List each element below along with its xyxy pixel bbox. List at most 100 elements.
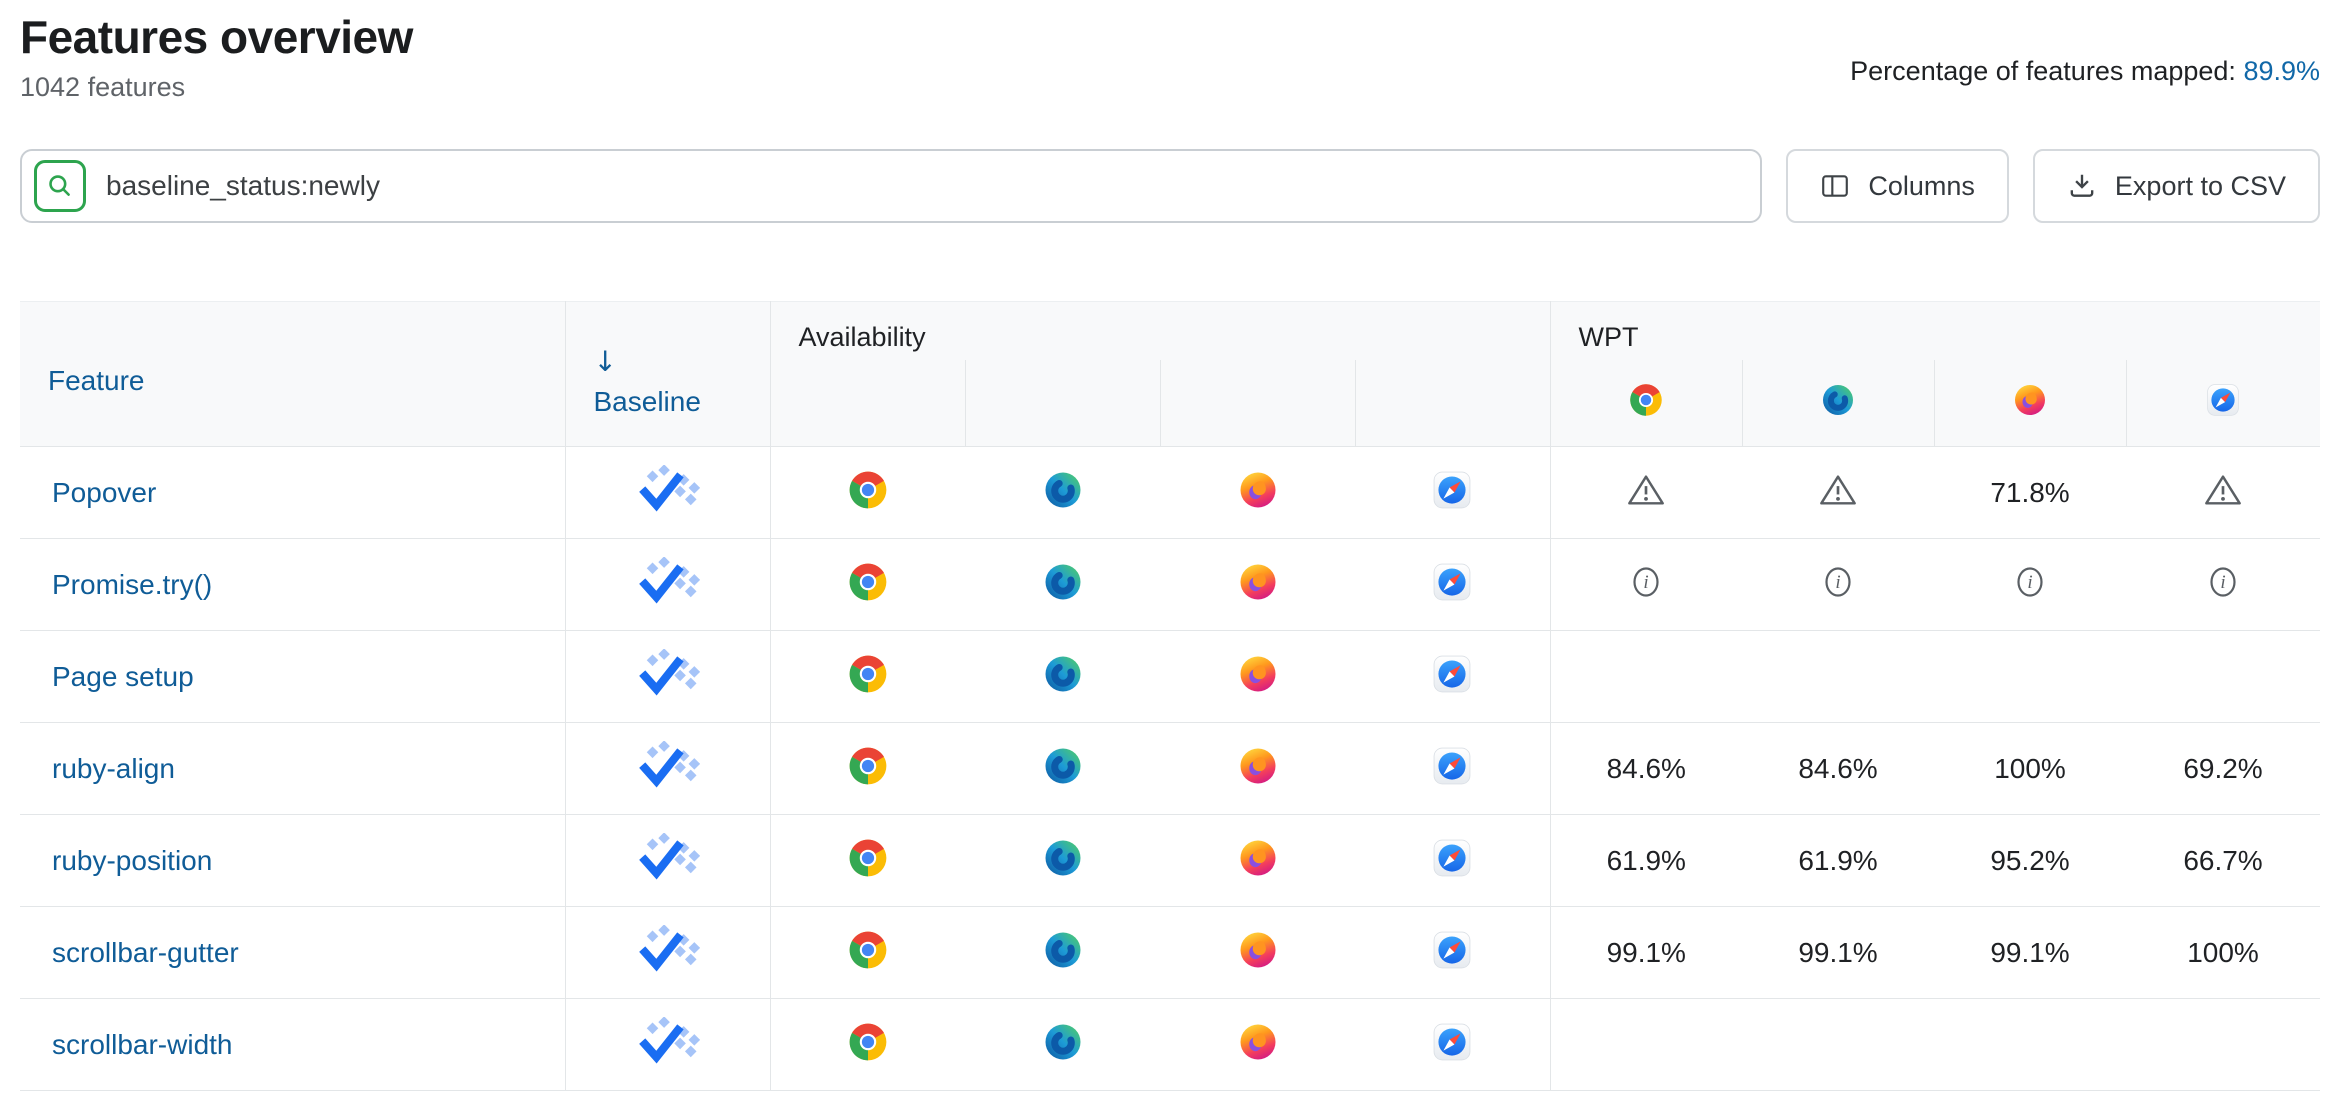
availability-cell	[1355, 538, 1551, 631]
availability-cell	[965, 906, 1160, 999]
wpt-score-cell: 84.6%	[1742, 722, 1935, 815]
edge-icon	[1042, 469, 1084, 511]
safari-icon	[2205, 382, 2241, 418]
wpt-score-cell: 84.6%	[1550, 722, 1743, 815]
wpt-score-cell	[2126, 446, 2321, 539]
wpt-score-cell	[1934, 630, 2127, 723]
info-icon: i	[2014, 564, 2046, 600]
wpt-score-cell	[2126, 630, 2321, 723]
safari-icon	[1431, 561, 1473, 603]
warning-icon	[1818, 472, 1858, 508]
wpt-score-cell	[1742, 998, 1935, 1091]
safari-icon	[1431, 745, 1473, 787]
edge-icon	[1042, 561, 1084, 603]
feature-link[interactable]: ruby-align	[52, 752, 175, 784]
toolbar: Columns Export to CSV	[20, 149, 2320, 223]
wpt-score: 95.2%	[1990, 844, 2070, 876]
firefox-icon	[1237, 561, 1279, 603]
availability-cell	[770, 538, 965, 631]
wpt-score-cell: 69.2%	[2126, 722, 2321, 815]
chrome-icon	[847, 837, 889, 879]
download-icon	[2067, 171, 2097, 201]
export-csv-button-label: Export to CSV	[2114, 170, 2286, 201]
features-table: Feature ↓ Baseline Availability WPT Popov…	[20, 301, 2321, 1091]
wpt-score-cell: 61.9%	[1742, 814, 1935, 907]
baseline-newly-icon	[636, 925, 700, 975]
availability-cell	[1160, 722, 1355, 815]
feature-cell: Promise.try()	[20, 538, 566, 631]
feature-link[interactable]: ruby-position	[52, 844, 213, 876]
wpt-score-cell	[1934, 998, 2127, 1091]
wpt-score-cell: 99.1%	[1742, 906, 1935, 999]
availability-cell	[1160, 630, 1355, 723]
page: Features overview 1042 features Percenta…	[20, 11, 2321, 1091]
baseline-newly-icon	[636, 557, 700, 607]
feature-link[interactable]: Promise.try()	[52, 568, 213, 600]
chrome-icon	[847, 745, 889, 787]
search-input[interactable]	[106, 170, 1749, 202]
feature-sort-link[interactable]: Feature	[48, 365, 145, 396]
columns-icon	[1820, 171, 1850, 201]
wpt-score-cell: 61.9%	[1550, 814, 1743, 907]
edge-icon	[1042, 745, 1084, 787]
availability-cell	[1355, 630, 1551, 723]
baseline-status-cell	[565, 906, 771, 999]
firefox-icon	[1237, 1021, 1279, 1063]
availability-cell	[965, 538, 1160, 631]
availability-cell	[965, 446, 1160, 539]
wpt-score: 69.2%	[2183, 752, 2263, 784]
wpt-score: 61.9%	[1798, 844, 1878, 876]
baseline-status-cell	[565, 446, 771, 539]
mapped-percentage: Percentage of features mapped: 89.9%	[1850, 56, 2320, 87]
svg-text:i: i	[1644, 572, 1649, 593]
baseline-status-cell	[565, 814, 771, 907]
mapped-percentage-label: Percentage of features mapped:	[1850, 56, 2236, 86]
availability-cell	[965, 814, 1160, 907]
chrome-icon	[1628, 382, 1664, 418]
firefox-icon	[2012, 382, 2048, 418]
availability-cell	[1160, 446, 1355, 539]
wpt-score-cell: 99.1%	[1550, 906, 1743, 999]
firefox-icon	[1237, 837, 1279, 879]
wpt-subheader-cell	[1741, 359, 1935, 447]
table-row: Promise.try() i i i i	[20, 538, 2321, 631]
feature-count: 1042 features	[20, 72, 186, 102]
availability-cell	[1355, 906, 1551, 999]
baseline-status-cell	[565, 630, 771, 723]
feature-link[interactable]: Page setup	[52, 660, 194, 692]
columns-button[interactable]: Columns	[1786, 149, 2009, 223]
table-row: Popover 71.8%	[20, 446, 2321, 539]
wpt-score-cell	[1550, 630, 1743, 723]
baseline-newly-icon	[636, 833, 700, 883]
export-csv-button[interactable]: Export to CSV	[2032, 149, 2320, 223]
firefox-icon	[1237, 745, 1279, 787]
safari-icon	[1431, 1021, 1473, 1063]
edge-icon	[1042, 1021, 1084, 1063]
wpt-score-cell: i	[1550, 538, 1743, 631]
edge-icon	[1820, 382, 1856, 418]
columns-button-label: Columns	[1868, 170, 1975, 201]
chrome-icon	[847, 469, 889, 511]
feature-link[interactable]: scrollbar-gutter	[52, 936, 239, 968]
availability-cell	[1355, 446, 1551, 539]
wpt-score: 99.1%	[1990, 936, 2070, 968]
safari-icon	[1431, 653, 1473, 695]
wpt-score-cell: 66.7%	[2126, 814, 2321, 907]
wpt-score: 61.9%	[1606, 844, 1686, 876]
table-row: scrollbar-width	[20, 998, 2321, 1091]
availability-subheader-cell	[1354, 359, 1551, 447]
availability-cell	[1355, 722, 1551, 815]
availability-cell	[770, 722, 965, 815]
wpt-score: 66.7%	[2183, 844, 2263, 876]
search-box[interactable]	[20, 149, 1763, 223]
safari-icon	[1431, 929, 1473, 971]
availability-cell	[1160, 814, 1355, 907]
edge-icon	[1042, 653, 1084, 695]
availability-cell	[1160, 538, 1355, 631]
wpt-score: 71.8%	[1990, 476, 2070, 508]
wpt-score-cell: i	[1934, 538, 2127, 631]
baseline-sort-link[interactable]: ↓ Baseline	[594, 345, 770, 418]
mapped-percentage-link[interactable]: 89.9%	[2243, 56, 2320, 86]
feature-link[interactable]: scrollbar-width	[52, 1028, 233, 1060]
feature-link[interactable]: Popover	[52, 476, 157, 508]
